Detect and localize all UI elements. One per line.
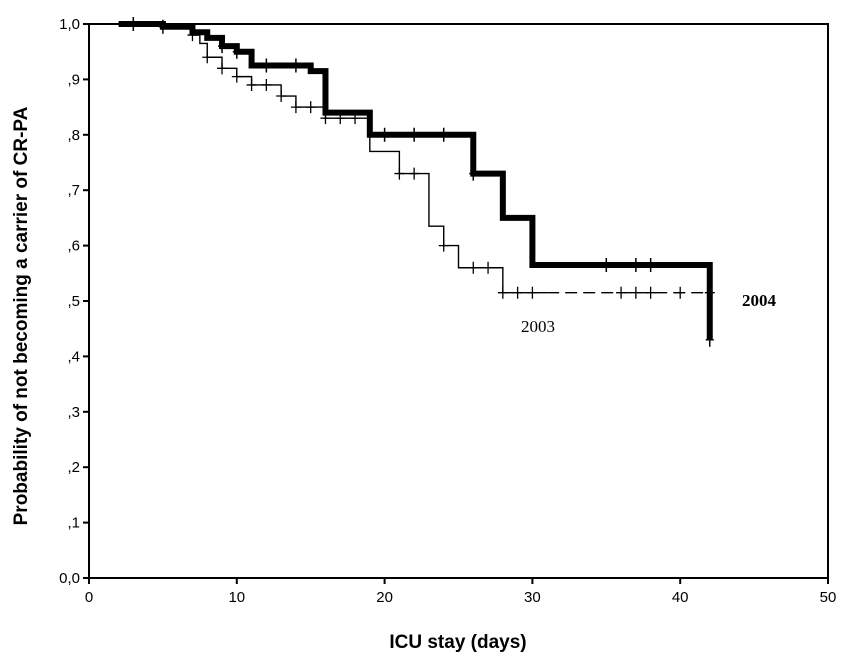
censor-mark-2003 bbox=[394, 167, 405, 180]
y-tick-label: 1,0 bbox=[59, 16, 80, 33]
x-axis-title: ICU stay (days) bbox=[389, 632, 526, 653]
censor-mark-2003 bbox=[438, 239, 449, 252]
censor-mark-2004 bbox=[262, 58, 271, 73]
censor-mark-2004 bbox=[291, 58, 300, 73]
censor-mark-2004 bbox=[602, 257, 611, 272]
y-tick-label: ,8 bbox=[67, 127, 80, 144]
censor-mark-2003 bbox=[290, 101, 301, 114]
censor-mark-2004 bbox=[158, 19, 167, 34]
y-axis-ticks: 0,0 ,1 ,2 ,3 ,4 ,5 ,6 ,7 ,8 ,9 1,0 bbox=[59, 16, 89, 587]
x-tick-label: 30 bbox=[524, 589, 541, 606]
censor-mark-2003 bbox=[468, 261, 479, 274]
censor-mark-2003 bbox=[276, 90, 287, 103]
series-layer bbox=[118, 17, 715, 347]
censor-mark-2003 bbox=[527, 286, 538, 299]
x-tick-label: 50 bbox=[820, 589, 837, 606]
censor-mark-2003 bbox=[512, 286, 523, 299]
y-tick-label: ,6 bbox=[67, 238, 80, 255]
series-label-2004: 2004 bbox=[742, 291, 777, 310]
censor-mark-2003 bbox=[497, 286, 508, 299]
y-tick-label: ,7 bbox=[67, 182, 80, 199]
y-tick-label: ,4 bbox=[67, 348, 80, 365]
censor-mark-2003 bbox=[675, 286, 686, 299]
y-tick-label: ,9 bbox=[67, 71, 80, 88]
censor-mark-2003 bbox=[231, 70, 242, 83]
censor-mark-2004 bbox=[129, 17, 138, 31]
censor-mark-2003 bbox=[616, 286, 627, 299]
y-tick-label: ,3 bbox=[67, 404, 80, 421]
censor-mark-2004 bbox=[232, 44, 241, 59]
censor-mark-2004 bbox=[646, 257, 655, 272]
censor-mark-2003 bbox=[261, 78, 272, 91]
x-tick-label: 10 bbox=[228, 589, 245, 606]
y-tick-label: ,2 bbox=[67, 459, 80, 476]
censor-mark-2004 bbox=[410, 127, 419, 142]
plot-frame bbox=[88, 23, 829, 579]
censor-mark-2003 bbox=[409, 167, 420, 180]
y-tick-label: ,5 bbox=[67, 293, 80, 310]
censor-mark-2003 bbox=[217, 62, 228, 75]
censor-mark-2003 bbox=[202, 51, 213, 64]
censor-mark-2003 bbox=[246, 78, 257, 91]
x-axis-ticks: 0 10 20 30 40 50 bbox=[85, 578, 837, 606]
censor-mark-2004 bbox=[218, 39, 227, 54]
censor-mark-2004 bbox=[469, 166, 478, 181]
censor-mark-2003 bbox=[630, 286, 641, 299]
censor-mark-2004 bbox=[439, 127, 448, 142]
censor-mark-2004 bbox=[380, 127, 389, 142]
censor-mark-2004 bbox=[631, 257, 640, 272]
x-tick-label: 20 bbox=[376, 589, 393, 606]
x-tick-label: 40 bbox=[672, 589, 689, 606]
censor-mark-2004 bbox=[705, 332, 714, 347]
series-line-2004 bbox=[118, 21, 713, 340]
censor-mark-2003 bbox=[483, 261, 494, 274]
y-tick-label: 0,0 bbox=[59, 570, 80, 587]
x-tick-label: 0 bbox=[85, 589, 93, 606]
censor-mark-2003 bbox=[645, 286, 656, 299]
series-line-2003 bbox=[118, 23, 548, 294]
y-tick-label: ,1 bbox=[67, 515, 80, 532]
plot-border bbox=[88, 23, 829, 579]
y-axis-title: Probability of not becoming a carrier of… bbox=[11, 106, 32, 525]
censor-mark-2003 bbox=[305, 101, 316, 114]
series-label-2003: 2003 bbox=[521, 317, 555, 336]
